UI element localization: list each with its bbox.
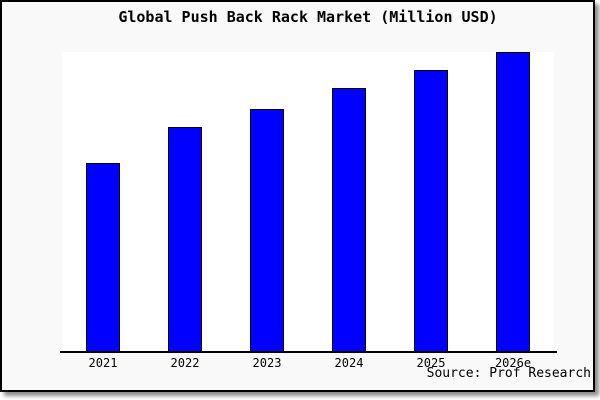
- plot-area: [62, 52, 554, 352]
- x-axis-label-2023: 2023: [252, 356, 282, 370]
- bar-2024: [332, 88, 366, 352]
- bar-2025: [414, 70, 448, 352]
- x-axis-label-2022: 2022: [170, 356, 200, 370]
- x-axis-label-2024: 2024: [334, 356, 364, 370]
- x-axis-line: [60, 351, 557, 353]
- chart-title: Global Push Back Rack Market (Million US…: [118, 8, 498, 26]
- bar-2022: [168, 127, 202, 352]
- source-credit: Source: Prof Research: [426, 366, 591, 381]
- bar-2021: [86, 163, 120, 352]
- bar-2026e: [496, 52, 530, 352]
- chart-card: Global Push Back Rack Market (Million US…: [0, 0, 595, 392]
- x-axis-label-2021: 2021: [88, 356, 118, 370]
- bar-2023: [250, 109, 284, 352]
